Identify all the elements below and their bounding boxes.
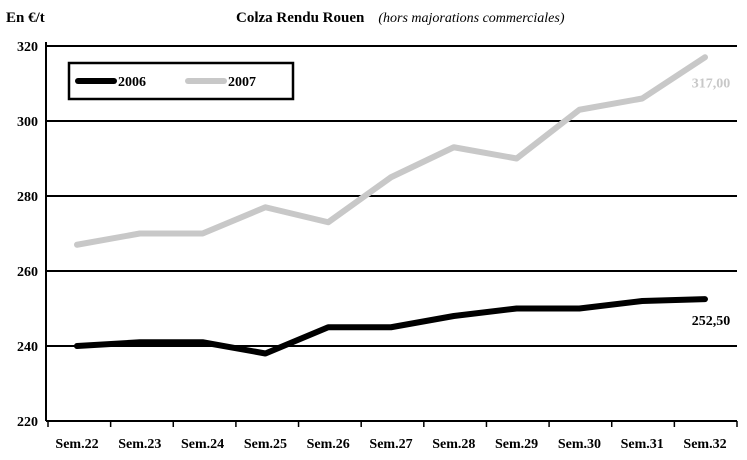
y-tick-label-240: 240	[17, 340, 38, 355]
x-tick-label-Sem.29: Sem.29	[495, 437, 538, 452]
labels-layer: 220 240 260 280 300 320 Sem.22 Sem.23 Sem.24 Sem.…	[17, 40, 730, 452]
chart-subtitle: (hors majorations commerciales)	[378, 11, 564, 26]
series-layer	[74, 54, 708, 357]
x-tick-label-Sem.26: Sem.26	[307, 437, 350, 452]
chart-title: Colza Rendu Rouen	[236, 10, 365, 26]
x-tick-label-Sem.24: Sem.24	[181, 437, 224, 452]
x-tick-label-Sem.25: Sem.25	[244, 437, 287, 452]
grid	[46, 45, 737, 347]
x-tick-label-Sem.27: Sem.27	[369, 437, 412, 452]
x-tick-label-Sem.31: Sem.31	[621, 437, 664, 452]
y-tick-label-280: 280	[17, 190, 38, 205]
legend-label-2006: 2006	[118, 75, 146, 90]
y-tick-label-260: 260	[17, 265, 38, 280]
x-tick-label-Sem.32: Sem.32	[683, 437, 726, 452]
legend-label-2007: 2007	[228, 75, 256, 90]
y-tick-label-300: 300	[17, 115, 38, 130]
x-tick-label-Sem.30: Sem.30	[558, 437, 601, 452]
x-tick-label-Sem.23: Sem.23	[118, 437, 161, 452]
end-label-2007: 317,00	[692, 76, 731, 91]
y-tick-label-320: 320	[17, 40, 38, 55]
x-tick-label-Sem.28: Sem.28	[432, 437, 475, 452]
axes	[45, 42, 738, 427]
y-axis-title: En €/t	[6, 10, 45, 26]
end-label-2006: 252,50	[692, 314, 731, 329]
y-tick-label-220: 220	[17, 415, 38, 430]
x-tick-label-Sem.22: Sem.22	[55, 437, 98, 452]
legend: 2006 2007	[67, 61, 295, 101]
chart-title-line: Colza Rendu Rouen (hors majorations comm…	[236, 9, 565, 26]
